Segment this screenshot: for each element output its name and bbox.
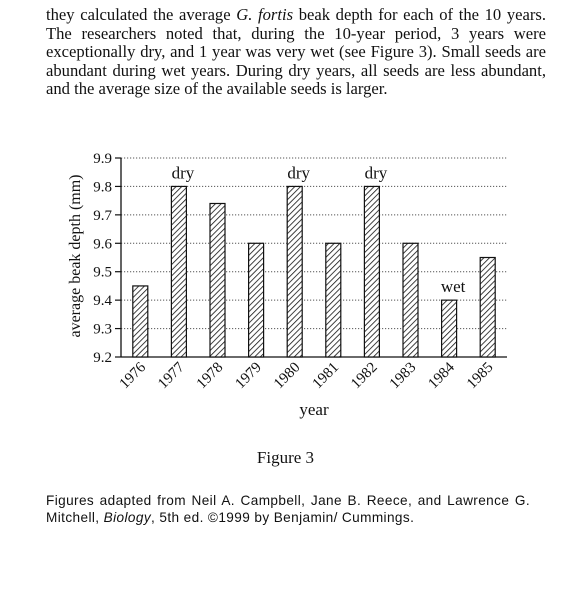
- bar-annotation: wet: [441, 277, 466, 296]
- x-tick-label: 1978: [194, 360, 227, 393]
- bar: [248, 242, 265, 358]
- y-tick-label: 9.3: [93, 322, 112, 338]
- passage-line1-a: they calculated the average: [46, 5, 237, 24]
- source-part2: , 5th ed. ©1999 by Benjamin/ Cummings.: [151, 510, 415, 525]
- y-tick-label: 9.4: [93, 293, 112, 309]
- passage-text: they calculated the average G. fortis be…: [46, 5, 547, 99]
- source-part1: Figures adapted from Neil A. Campbell, J…: [46, 493, 530, 525]
- y-axis-label: average beak depth (mm): [67, 174, 84, 337]
- x-tick-label: 1981: [310, 360, 343, 393]
- x-tick-label: 1982: [348, 360, 381, 393]
- y-tick-label: 9.6: [93, 236, 112, 252]
- bar: [209, 202, 226, 358]
- passage-line1-b: beak depth for each of: [293, 5, 454, 24]
- y-tick-label: 9.8: [93, 179, 112, 195]
- y-tick-label: 9.7: [93, 208, 112, 224]
- x-axis-label: year: [299, 400, 329, 419]
- bar-annotation: dry: [172, 163, 195, 182]
- x-tick-label: 1977: [155, 359, 188, 392]
- bar: [170, 185, 187, 358]
- x-tick-label: 1984: [425, 359, 458, 392]
- bar: [479, 256, 496, 358]
- bar: [286, 185, 303, 358]
- y-tick-label: 9.9: [93, 151, 112, 167]
- bar: [363, 185, 380, 358]
- x-tick-label: 1979: [232, 360, 265, 393]
- passage-rest: the 10 years. The researchers noted that…: [46, 5, 547, 99]
- y-tick-label: 9.5: [93, 265, 112, 281]
- source-book-title: Biology: [103, 510, 152, 525]
- bar-annotation: dry: [365, 163, 388, 182]
- bar: [132, 285, 149, 358]
- bar: [325, 242, 342, 358]
- x-tick-label: 1980: [271, 360, 304, 393]
- bar-annotation: dry: [287, 163, 310, 182]
- x-tick-label: 1985: [464, 360, 497, 393]
- x-tick-label: 1976: [117, 359, 150, 392]
- x-tick-label: 1983: [387, 360, 420, 393]
- source-citation: Figures adapted from Neil A. Campbell, J…: [46, 492, 530, 526]
- y-tick-label: 9.2: [93, 350, 112, 366]
- species-name: G. fortis: [236, 5, 294, 24]
- bar: [441, 299, 458, 358]
- bar: [402, 242, 419, 358]
- bars: [132, 185, 496, 358]
- figure-caption: Figure 3: [256, 448, 315, 467]
